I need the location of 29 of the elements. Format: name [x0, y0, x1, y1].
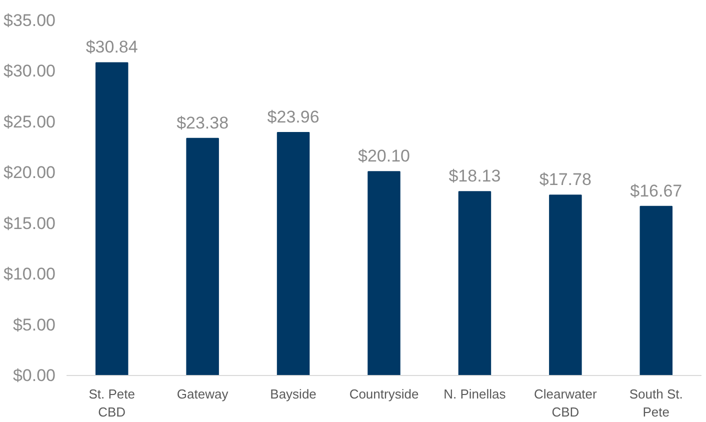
- y-tick-label: $10.00: [4, 264, 56, 284]
- data-label: $23.38: [176, 113, 229, 132]
- data-label: $17.78: [539, 170, 592, 190]
- y-tick-label: $35.00: [4, 11, 56, 30]
- y-tick-label: $15.00: [4, 214, 56, 233]
- y-tick-label: $20.00: [4, 163, 56, 182]
- bar: [368, 171, 400, 376]
- x-tick-label: Clearwater CBD: [534, 386, 598, 420]
- x-tick-label: N. Pinellas: [444, 386, 506, 402]
- data-label: $30.84: [86, 38, 138, 57]
- x-tick-label: Bayside: [270, 386, 316, 402]
- bar: [186, 138, 219, 376]
- bar: [95, 62, 128, 376]
- data-label: $23.96: [267, 107, 320, 126]
- bar: [276, 132, 310, 376]
- x-tick-label: Countryside: [349, 386, 419, 402]
- data-label: $18.13: [448, 166, 501, 186]
- y-tick-label: $5.00: [12, 315, 56, 334]
- x-tick-label: South St. Pete: [629, 386, 683, 420]
- x-tick-label: St. Pete CBD: [88, 386, 135, 420]
- bar: [640, 206, 673, 376]
- bar: [549, 194, 582, 376]
- y-tick-label: $25.00: [4, 112, 56, 132]
- x-tick-label: Gateway: [176, 386, 229, 402]
- y-tick-label: $30.00: [4, 62, 56, 81]
- data-label: $20.10: [358, 146, 410, 166]
- y-tick-label: $0.00: [12, 366, 56, 385]
- bar: [458, 191, 492, 376]
- data-label: $16.67: [630, 181, 682, 200]
